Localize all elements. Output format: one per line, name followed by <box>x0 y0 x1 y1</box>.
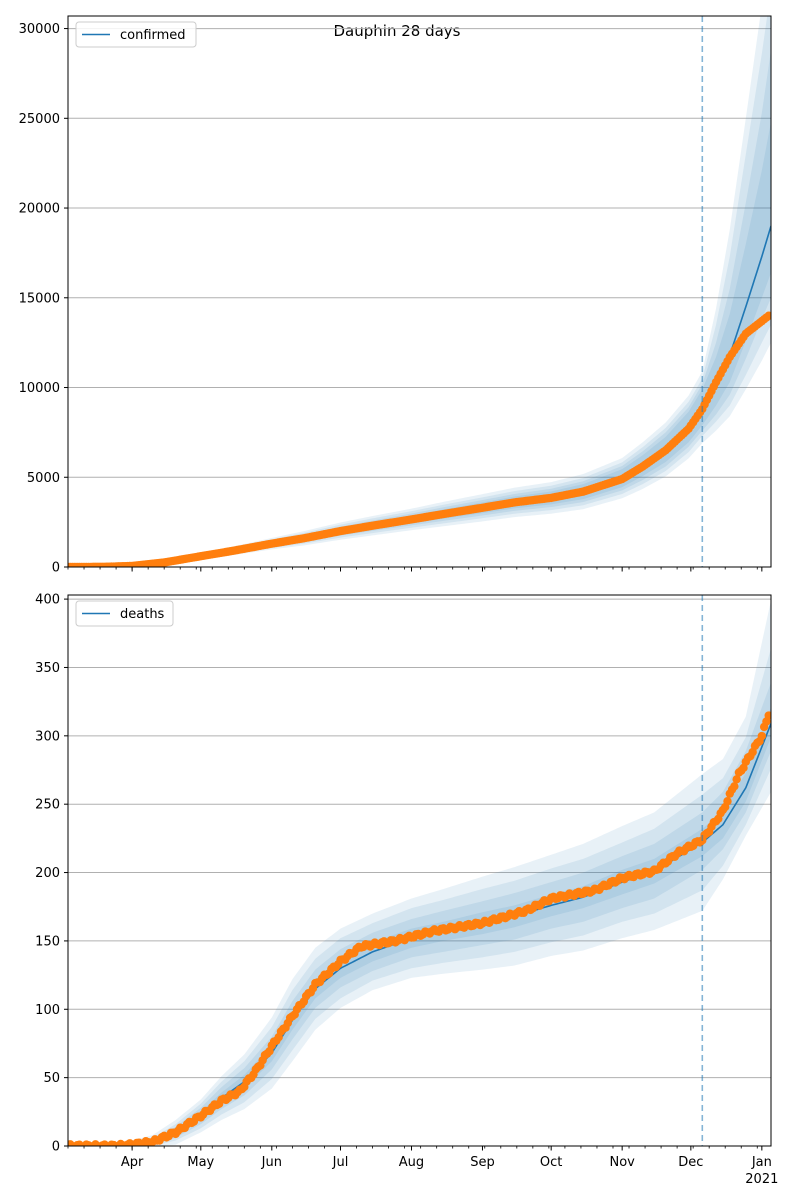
chart-title: Dauphin 28 days <box>334 22 461 40</box>
confirmed-observed-point <box>764 311 771 320</box>
xtick-label: Aug <box>399 1155 424 1170</box>
confirmed-ytick-label: 15000 <box>19 291 60 306</box>
deaths-ytick-label: 100 <box>35 1003 60 1018</box>
confirmed-legend-box <box>75 21 197 48</box>
xtick-label: Dec <box>678 1155 703 1170</box>
deaths-observed-point <box>757 731 767 741</box>
xtick-label: Nov <box>609 1155 635 1170</box>
deaths-ytick-label: 0 <box>52 1140 60 1155</box>
confirmed-uncertainty-band <box>68 16 771 567</box>
confirmed-panel: 0 5000 10000 15000 20000 25000 30000 confirmed <box>19 15 772 576</box>
xtick-label: Jul <box>332 1155 349 1170</box>
xtick-label: Apr <box>121 1155 144 1170</box>
deaths-observed-point <box>732 775 741 784</box>
confirmed-ytick-label: 0 <box>52 561 60 576</box>
deaths-ytick-label: 250 <box>35 798 60 813</box>
xtick-label: Jan <box>751 1155 772 1170</box>
xtick-label: Oct <box>540 1155 562 1170</box>
deaths-legend-box <box>75 600 174 627</box>
deaths-legend: deaths <box>75 600 174 627</box>
confirmed-uncertainty-band <box>68 16 771 567</box>
confirmed-ytick-label: 30000 <box>19 22 60 37</box>
confirmed-uncertainty-band <box>68 50 771 567</box>
deaths-panel: 0 50 100 150 200 250 300 350 400 Apr May Jun Jul Aug S… <box>35 593 778 1187</box>
deaths-observed-point <box>764 711 771 720</box>
xtick-label: Sep <box>470 1155 495 1170</box>
confirmed-legend: confirmed <box>75 21 197 48</box>
deaths-ytick-label: 350 <box>35 661 60 676</box>
confirmed-ytick-label: 5000 <box>27 471 60 486</box>
confirmed-legend-label: confirmed <box>120 28 186 43</box>
xtick-label: May <box>187 1155 214 1170</box>
confirmed-uncertainty-band <box>68 121 771 567</box>
deaths-ytick-label: 50 <box>43 1071 60 1086</box>
deaths-ytick-label: 200 <box>35 866 60 881</box>
deaths-axes-frame <box>67 594 772 1147</box>
confirmed-ytick-label: 10000 <box>19 381 60 396</box>
deaths-ytick-label: 300 <box>35 729 60 744</box>
confirmed-ytick-label: 25000 <box>19 112 60 127</box>
deaths-observed-point <box>730 782 739 791</box>
xtick-label: Jun <box>261 1155 282 1170</box>
confirmed-ytick-label: 20000 <box>19 202 60 217</box>
deaths-ytick-label: 400 <box>35 593 60 608</box>
deaths-observed-point <box>723 797 732 806</box>
deaths-legend-label: deaths <box>120 607 165 622</box>
deaths-uncertainty-band <box>68 648 771 1146</box>
deaths-ytick-label: 150 <box>35 934 60 949</box>
confirmed-axes-frame <box>67 15 772 568</box>
xtick-year-label: 2021 <box>745 1172 778 1187</box>
